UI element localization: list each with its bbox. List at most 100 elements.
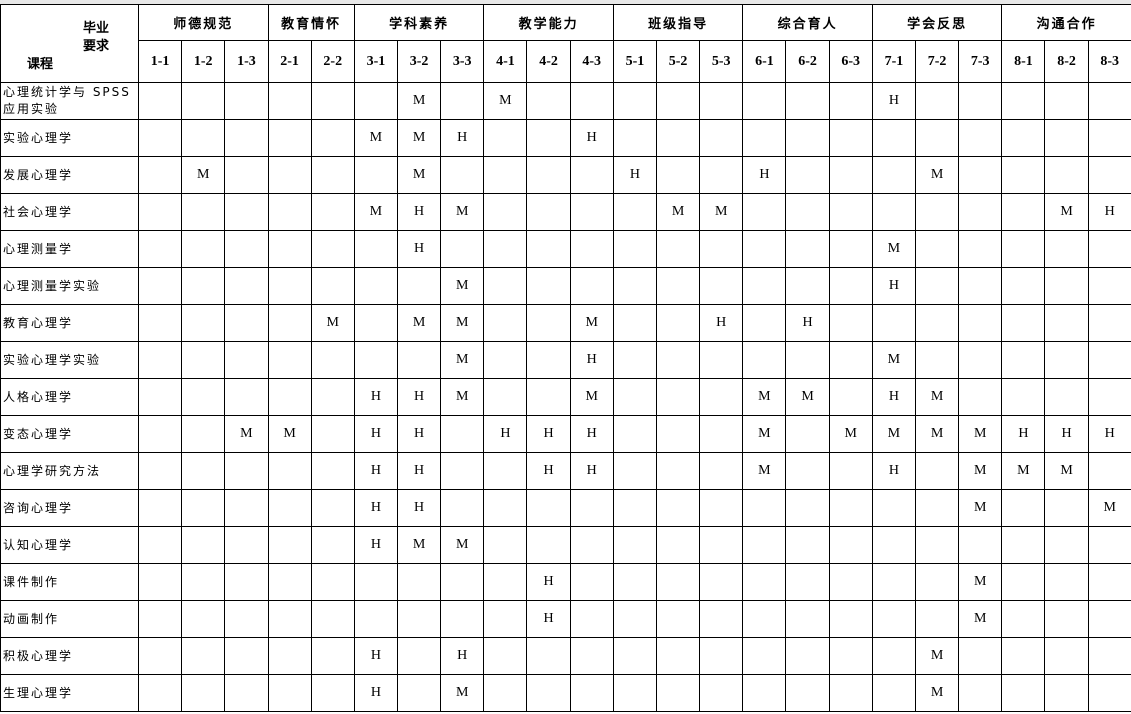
support-level-cell: M [742,452,787,490]
support-level-cell: M [914,674,960,712]
support-level-cell [1001,156,1046,194]
course-name-cell: 心理学研究方法 [0,452,139,490]
support-level-cell [1001,563,1046,601]
course-name-cell: 心理测量学 [0,230,139,268]
support-level-cell [699,637,744,675]
support-level-cell: H [569,452,614,490]
table-row: 人格心理学 H H M M M M H M [0,378,1131,416]
support-level-cell [181,674,226,712]
support-level-cell [612,415,657,453]
support-level-cell [699,156,744,194]
support-level-cell [958,526,1003,564]
support-level-cell: M [871,415,916,453]
course-name-cell: 心理测量学实验 [0,267,139,305]
support-level-cell [655,415,701,453]
support-level-cell [181,82,226,120]
support-level-cell [828,563,873,601]
support-level-cell [958,82,1003,120]
support-level-cell [871,526,916,564]
support-level-cell: H [742,156,787,194]
support-level-cell [483,230,528,268]
support-level-cell [1044,304,1089,342]
support-level-cell [526,304,571,342]
support-level-cell [526,267,571,305]
support-level-cell [612,304,657,342]
support-level-cell [137,526,183,564]
support-level-cell: H [1044,415,1089,453]
support-level-cell [871,563,916,601]
support-level-cell [483,156,528,194]
support-level-cell [137,600,183,638]
support-level-cell [224,489,269,527]
support-level-cell [958,378,1003,416]
support-level-cell [224,452,269,490]
support-level-cell [267,119,312,157]
support-level-cell: M [440,674,485,712]
course-name-cell: 教育心理学 [0,304,139,342]
support-level-cell [699,415,744,453]
support-level-cell [655,563,701,601]
support-level-cell [137,637,183,675]
support-level-cell [137,563,183,601]
support-level-cell [914,230,960,268]
support-level-cell [1001,341,1046,379]
support-level-cell [440,415,485,453]
support-level-cell [267,637,312,675]
support-level-cell: H [440,119,485,157]
support-level-cell [224,267,269,305]
support-level-cell [785,119,830,157]
requirement-sub-header-row: 1-1 1-2 1-3 2-1 2-2 3-1 3-2 3-3 4-1 4-2 4-3 5-1 5-2 5… [1,40,1131,83]
support-level-cell [224,304,269,342]
support-level-cell [655,82,701,120]
support-level-cell [1044,119,1089,157]
support-level-cell [655,674,701,712]
support-level-cell [699,119,744,157]
requirement-sub-header: 1-1 [137,40,183,83]
support-level-cell: H [353,378,398,416]
requirement-group-header: 学科素养 [353,4,485,41]
course-name-cell: 咨询心理学 [0,489,139,527]
support-level-cell [1001,674,1046,712]
course-name-cell: 积极心理学 [0,637,139,675]
support-level-cell: M [440,341,485,379]
support-level-cell [181,193,226,231]
support-level-cell [310,230,355,268]
requirement-group-header: 沟通合作 [1001,4,1131,41]
requirement-sub-header: 3-1 [353,40,398,83]
requirement-sub-header: 5-1 [612,40,657,83]
support-level-cell: M [353,119,398,157]
support-level-cell [828,600,873,638]
support-level-cell [612,267,657,305]
support-level-cell: H [1001,415,1046,453]
support-level-cell [526,82,571,120]
support-level-cell [612,452,657,490]
course-name-cell: 心理统计学与 SPSS应用实验 [0,82,139,120]
support-level-cell [914,82,960,120]
support-level-cell [267,193,312,231]
support-level-cell [828,452,873,490]
support-level-cell [181,119,226,157]
support-level-cell [612,489,657,527]
support-level-cell [958,156,1003,194]
support-level-cell [137,193,183,231]
support-level-cell: M [958,489,1003,527]
support-level-cell [310,637,355,675]
support-level-cell [181,452,226,490]
requirement-group-header: 班级指导 [612,4,744,41]
support-level-cell [181,378,226,416]
support-level-cell: H [396,489,442,527]
support-level-cell [267,341,312,379]
support-level-cell: M [1044,193,1089,231]
support-level-cell [742,526,787,564]
support-level-cell [785,341,830,379]
support-level-cell [958,119,1003,157]
support-level-cell [742,600,787,638]
support-level-cell [310,193,355,231]
support-level-cell [353,563,398,601]
support-level-cell [828,341,873,379]
support-level-cell [1087,378,1131,416]
support-level-cell [483,304,528,342]
support-level-cell [699,82,744,120]
support-level-cell [612,82,657,120]
support-level-cell [1044,82,1089,120]
